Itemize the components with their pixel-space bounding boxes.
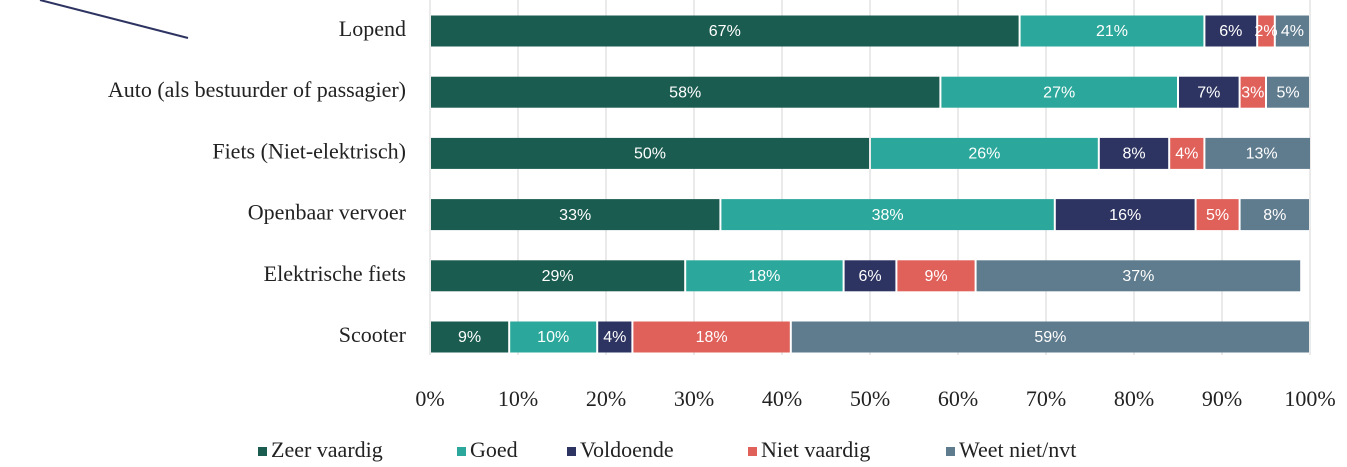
bar-segment: [598, 321, 632, 353]
legend-swatch: [567, 447, 576, 456]
bar-segment: [1055, 199, 1195, 231]
data-label: 33%: [559, 207, 591, 224]
data-label: 67%: [709, 23, 741, 40]
data-label: 9%: [924, 268, 947, 285]
bar-segment: [871, 137, 1098, 169]
bar-segment: [431, 76, 940, 108]
legend-swatch: [946, 447, 955, 456]
bar-segment: [1020, 15, 1204, 47]
x-tick-label: 60%: [938, 386, 978, 411]
bar-segment: [1275, 15, 1309, 47]
data-label: 50%: [634, 146, 666, 163]
data-label: 27%: [1043, 84, 1075, 101]
bar-segment: [721, 199, 1054, 231]
bar-segment: [791, 321, 1309, 353]
decoration-line: [39, 0, 189, 39]
data-label: 7%: [1197, 84, 1220, 101]
data-label: 37%: [1122, 268, 1154, 285]
data-label: 4%: [1175, 146, 1198, 163]
data-label: 3%: [1241, 84, 1264, 101]
data-label: 38%: [872, 207, 904, 224]
bar-segment: [1258, 15, 1274, 47]
data-label: 18%: [696, 329, 728, 346]
bar-segment: [431, 199, 720, 231]
bar-segment: [686, 260, 843, 292]
data-label: 2%: [1254, 23, 1277, 40]
bar-segment: [1179, 76, 1239, 108]
x-tick-label: 80%: [1114, 386, 1154, 411]
data-label: 4%: [603, 329, 626, 346]
bar-segment: [1170, 137, 1204, 169]
category-label: Openbaar vervoer: [248, 200, 407, 225]
legend-swatch: [457, 447, 466, 456]
data-label: 21%: [1096, 23, 1128, 40]
bar-segment: [431, 137, 869, 169]
x-tick-label: 100%: [1284, 386, 1335, 411]
bar-segment: [1099, 137, 1169, 169]
bar-segment: [1267, 76, 1309, 108]
data-label: 10%: [537, 329, 569, 346]
x-tick-label: 50%: [850, 386, 890, 411]
bar-segment: [1205, 15, 1257, 47]
legend-label: Niet vaardig: [761, 437, 870, 462]
x-tick-label: 40%: [762, 386, 802, 411]
category-label: Scooter: [339, 322, 407, 347]
bar-segment: [897, 260, 975, 292]
bar-segment: [1205, 137, 1310, 169]
bar-segment: [633, 321, 790, 353]
legend-label: Goed: [470, 437, 518, 462]
data-label: 4%: [1281, 23, 1304, 40]
x-tick-label: 20%: [586, 386, 626, 411]
bar-segment: [1196, 199, 1239, 231]
category-label: Lopend: [339, 16, 406, 41]
data-label: 5%: [1206, 207, 1229, 224]
data-label: 29%: [542, 268, 574, 285]
bar-segment: [844, 260, 896, 292]
category-label: Auto (als bestuurder of passagier): [108, 77, 406, 102]
category-label: Fiets (Niet-elektrisch): [212, 138, 406, 163]
bar-segment: [1240, 199, 1309, 231]
x-tick-label: 0%: [415, 386, 444, 411]
legend-label: Zeer vaardig: [271, 437, 383, 462]
legend-swatch: [258, 447, 267, 456]
bar-segment: [431, 321, 509, 353]
category-label: Elektrische fiets: [264, 261, 406, 286]
data-label: 5%: [1276, 84, 1299, 101]
data-label: 26%: [968, 146, 1000, 163]
bar-segment: [941, 76, 1177, 108]
bar-segment: [1240, 76, 1265, 108]
legend-swatch: [748, 447, 757, 456]
data-label: 58%: [669, 84, 701, 101]
x-tick-label: 10%: [498, 386, 538, 411]
bar-segment: [976, 260, 1301, 292]
data-label: 18%: [748, 268, 780, 285]
data-label: 9%: [458, 329, 481, 346]
legend-label: Voldoende: [580, 437, 674, 462]
data-label: 6%: [858, 268, 881, 285]
x-tick-label: 70%: [1026, 386, 1066, 411]
bar-segment: [431, 260, 685, 292]
data-label: 6%: [1219, 23, 1242, 40]
data-label: 16%: [1109, 207, 1141, 224]
data-label: 13%: [1246, 146, 1278, 163]
x-tick-label: 90%: [1202, 386, 1242, 411]
bar-segment: [431, 15, 1019, 47]
bar-segment: [510, 321, 597, 353]
legend-label: Weet niet/nvt: [959, 437, 1076, 462]
x-tick-label: 30%: [674, 386, 714, 411]
data-label: 8%: [1122, 146, 1145, 163]
data-label: 8%: [1263, 207, 1286, 224]
data-label: 59%: [1034, 329, 1066, 346]
